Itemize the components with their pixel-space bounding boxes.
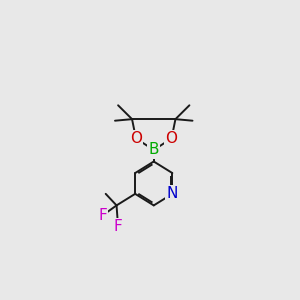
Text: F: F [114, 220, 122, 235]
Text: N: N [167, 186, 178, 201]
Text: O: O [166, 131, 178, 146]
Text: B: B [148, 142, 159, 158]
Text: F: F [98, 208, 107, 223]
Text: O: O [130, 131, 142, 146]
